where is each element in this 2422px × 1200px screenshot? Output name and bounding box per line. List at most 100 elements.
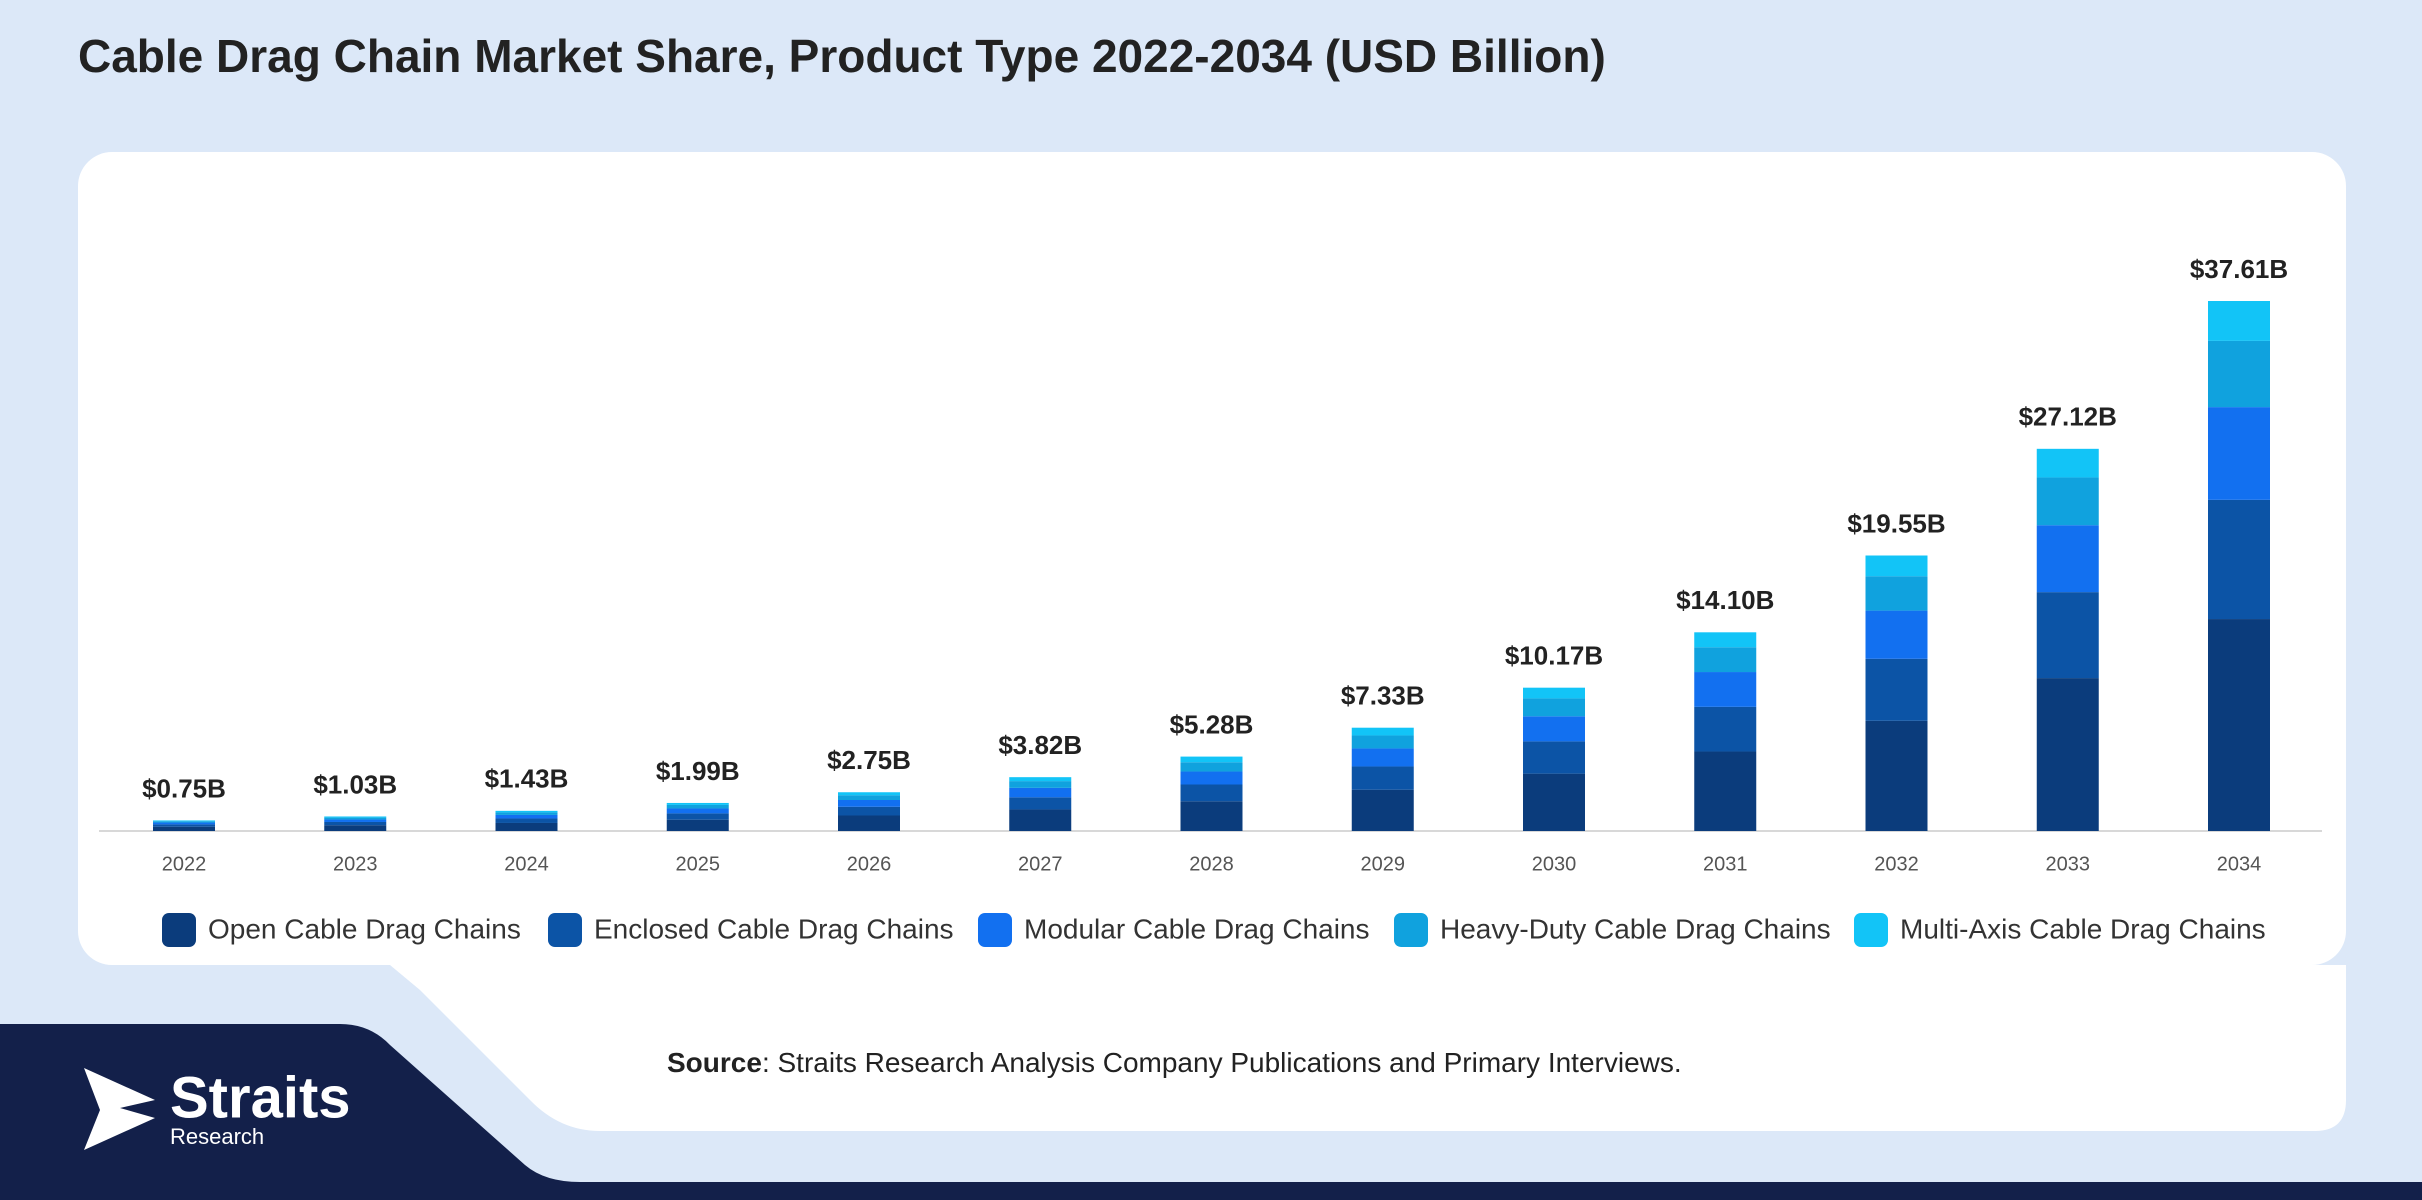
x-tick-label: 2029: [1361, 853, 1406, 875]
bar-segment: [153, 822, 215, 825]
bar-segment: [666, 808, 729, 814]
total-label: $37.61B: [2190, 254, 2288, 284]
bar-segment: [2208, 340, 2270, 408]
chart-card: [78, 152, 2346, 965]
bar-segment: [838, 815, 900, 831]
bar-segment: [1694, 647, 1757, 673]
bar-segment: [1351, 789, 1414, 831]
bar-segment: [1694, 672, 1757, 707]
bar-segment: [495, 814, 558, 819]
legend-swatch: [162, 913, 196, 947]
x-tick-label: 2031: [1703, 853, 1748, 875]
bar-segment: [1865, 610, 1928, 659]
bar-segment: [2036, 678, 2099, 831]
total-label: $27.12B: [2019, 402, 2117, 432]
bar-segment: [1523, 716, 1585, 742]
bar-segment: [324, 821, 387, 826]
bar-segment: [153, 820, 215, 822]
bar-segment: [1180, 762, 1243, 772]
bar-segment: [324, 817, 387, 820]
x-tick-label: 2032: [1874, 853, 1919, 875]
x-tick-label: 2034: [2217, 853, 2262, 875]
bar-segment: [324, 816, 387, 818]
bar-segment: [495, 818, 558, 823]
bar-segment: [1694, 706, 1757, 752]
bar-segment: [666, 804, 729, 809]
bar-segment: [1009, 809, 1072, 831]
bar-segment: [2036, 448, 2099, 478]
bar-segment: [2036, 592, 2099, 679]
bar-segment: [1351, 727, 1414, 736]
bar-segment: [1009, 781, 1072, 788]
chart-title: Cable Drag Chain Market Share, Product T…: [78, 30, 1606, 82]
bar-segment: [1523, 773, 1585, 831]
bar-segment: [1009, 787, 1072, 798]
x-tick-label: 2022: [162, 853, 207, 875]
total-label: $0.75B: [142, 773, 226, 803]
bar-segment: [1351, 735, 1414, 749]
legend-label: Modular Cable Drag Chains: [1024, 913, 1370, 944]
bar-segment: [2208, 499, 2270, 620]
x-tick-label: 2028: [1189, 853, 1234, 875]
bar-segment: [1523, 741, 1585, 774]
bar-segment: [1180, 756, 1243, 763]
total-label: $5.28B: [1170, 709, 1254, 739]
source-text: : Straits Research Analysis Company Publ…: [762, 1047, 1682, 1078]
total-label: $14.10B: [1676, 585, 1774, 615]
bar-segment: [1009, 777, 1072, 782]
legend-label: Open Cable Drag Chains: [208, 913, 521, 944]
bar-segment: [1180, 801, 1243, 831]
legend-swatch: [1394, 913, 1428, 947]
bar-segment: [1865, 720, 1928, 831]
bar-segment: [2208, 407, 2270, 500]
x-tick-label: 2033: [2046, 853, 2091, 875]
total-label: $2.75B: [827, 745, 911, 775]
bar-segment: [1523, 687, 1585, 699]
bar-segment: [1180, 771, 1243, 785]
total-label: $1.99B: [656, 756, 740, 786]
bar-segment: [2036, 525, 2099, 593]
total-label: $10.17B: [1505, 641, 1603, 671]
bar-segment: [2208, 619, 2270, 831]
total-label: $19.55B: [1847, 508, 1945, 538]
x-tick-label: 2024: [504, 853, 549, 875]
bar-segment: [2208, 301, 2270, 341]
bar-segment: [324, 819, 387, 822]
bar-segment: [495, 822, 558, 831]
bar-segment: [1694, 751, 1757, 831]
bar-segment: [324, 825, 387, 831]
bar-segment: [1009, 797, 1072, 810]
source-label: Source: [667, 1047, 762, 1078]
bar-segment: [666, 813, 729, 820]
bar-segment: [1180, 784, 1243, 802]
bar-segment: [1351, 766, 1414, 790]
legend-swatch: [978, 913, 1012, 947]
x-tick-label: 2025: [676, 853, 721, 875]
source: Source: Straits Research Analysis Compan…: [667, 1047, 1682, 1078]
bar-segment: [1523, 698, 1585, 717]
logo-icon: [84, 1068, 155, 1150]
x-tick-label: 2027: [1018, 853, 1063, 875]
total-label: $3.82B: [998, 730, 1082, 760]
bar-segment: [838, 792, 900, 796]
legend-swatch: [1854, 913, 1888, 947]
legend-label: Enclosed Cable Drag Chains: [594, 913, 954, 944]
bar-segment: [2036, 477, 2099, 526]
bar-segment: [666, 819, 729, 831]
bar-segment: [153, 826, 215, 831]
x-tick-label: 2023: [333, 853, 378, 875]
logo-band: [0, 1024, 2422, 1200]
legend-label: Heavy-Duty Cable Drag Chains: [1440, 913, 1831, 944]
bar-segment: [1694, 632, 1757, 648]
legend-label: Multi-Axis Cable Drag Chains: [1900, 913, 2266, 944]
bar-segment: [495, 812, 558, 815]
bar-segment: [495, 810, 558, 813]
logo-name: Straits: [170, 1065, 351, 1130]
legend-swatch: [548, 913, 582, 947]
x-tick-label: 2030: [1532, 853, 1577, 875]
bar-segment: [666, 802, 729, 805]
source-card: [390, 965, 2346, 1131]
logo-sub: Research: [170, 1124, 264, 1149]
